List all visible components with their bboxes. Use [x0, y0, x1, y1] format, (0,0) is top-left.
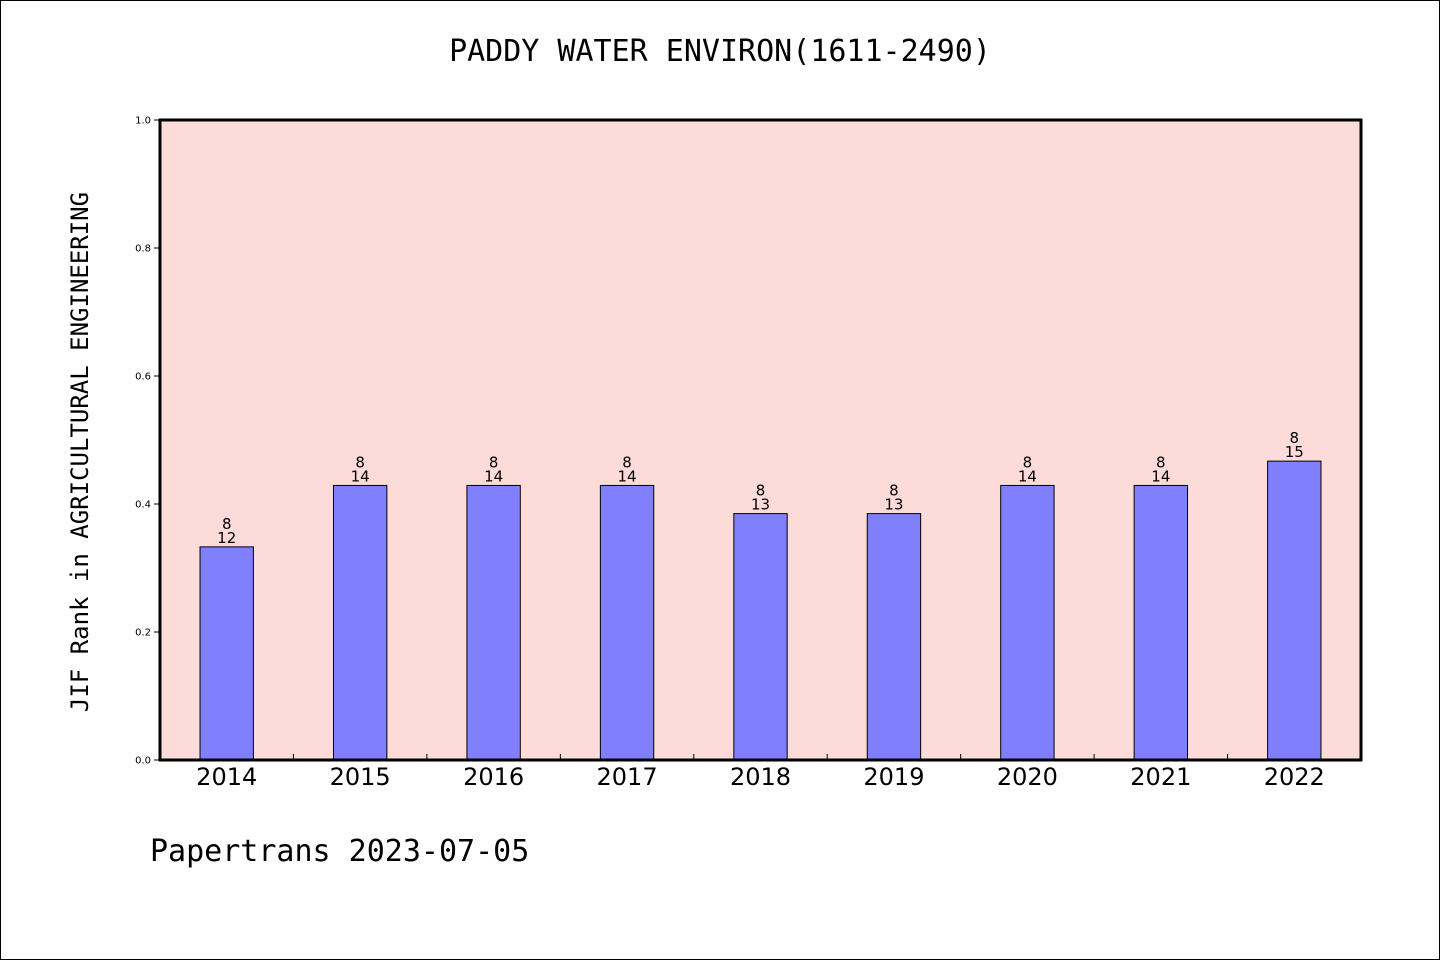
bar	[1000, 484, 1055, 761]
bar	[1133, 484, 1189, 761]
y-tick-label: 0.4	[135, 500, 151, 511]
bar-data-label: 8	[489, 453, 499, 471]
y-tick-label: 1.0	[135, 116, 151, 127]
bar-data-label: 14	[1151, 467, 1170, 485]
bar	[1267, 460, 1322, 761]
bar-data-label: 8	[355, 453, 365, 471]
bar	[466, 484, 521, 761]
chart-title: PADDY WATER ENVIRON(1611-2490)	[449, 34, 991, 69]
y-tick-label: 0.0	[135, 756, 151, 767]
bar	[599, 484, 655, 761]
bar-data-label: 8	[756, 482, 766, 500]
bar	[199, 546, 254, 761]
bar-data-label: 15	[1285, 443, 1304, 461]
x-tick-label: 2017	[597, 763, 658, 791]
bar	[332, 484, 388, 761]
x-tick-label: 2018	[730, 763, 791, 791]
y-tick-label: 0.2	[135, 628, 151, 639]
bar	[733, 513, 788, 761]
y-tick-label: 0.6	[135, 372, 151, 383]
bar-data-label: 14	[351, 467, 370, 485]
bar-data-label: 8	[1023, 453, 1033, 471]
x-tick-label: 2015	[330, 763, 391, 791]
bar	[866, 513, 922, 761]
bar-data-label: 14	[484, 467, 503, 485]
bar-data-label: 8	[222, 515, 232, 533]
footer-text: Papertrans 2023-07-05	[150, 834, 530, 869]
bar-data-label: 8	[1290, 429, 1300, 447]
x-tick-label: 2014	[196, 763, 257, 791]
x-tick-label: 2020	[997, 763, 1058, 791]
x-tick-label: 2016	[463, 763, 524, 791]
bar-data-label: 8	[1156, 453, 1166, 471]
bar-data-label: 13	[884, 496, 903, 514]
bar-data-label: 12	[217, 529, 236, 547]
bar-data-label: 8	[622, 453, 632, 471]
plot-border	[158, 118, 1363, 762]
x-tick-label: 2021	[1130, 763, 1191, 791]
x-tick-label: 2022	[1264, 763, 1325, 791]
bar-data-label: 14	[618, 467, 637, 485]
bar-data-label: 8	[889, 482, 899, 500]
bar-data-label: 13	[751, 496, 770, 514]
bar-data-label: 14	[1018, 467, 1037, 485]
y-tick-label: 0.8	[135, 244, 151, 255]
x-tick-label: 2019	[863, 763, 924, 791]
